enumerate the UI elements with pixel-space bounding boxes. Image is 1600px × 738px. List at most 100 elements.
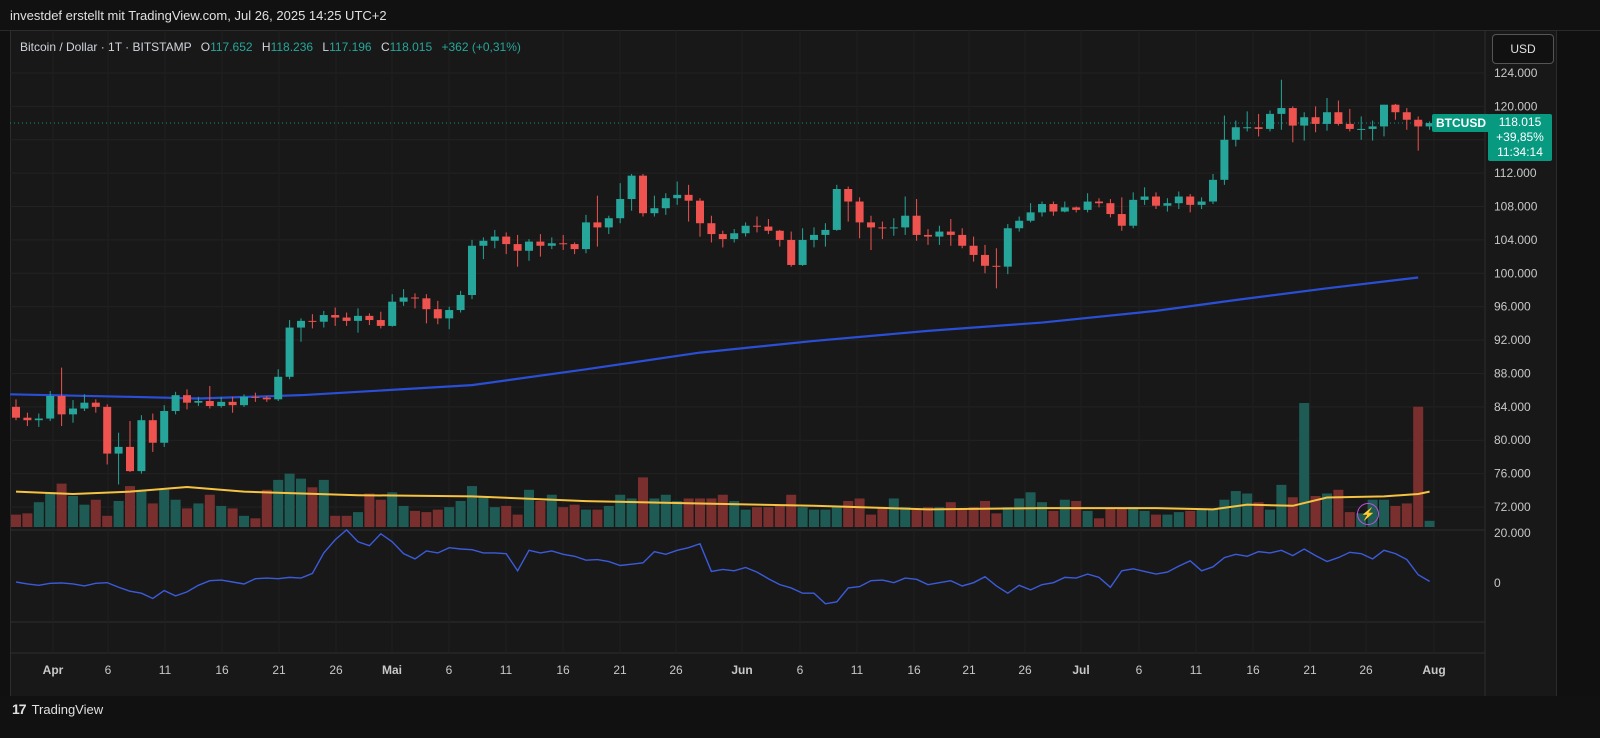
time-tick-label: 21 bbox=[613, 663, 627, 677]
candle-body bbox=[91, 402, 100, 407]
price-tick-label: 72.000 bbox=[1494, 500, 1531, 514]
candle-body bbox=[23, 417, 32, 421]
volume-bar bbox=[854, 498, 865, 527]
volume-bar bbox=[11, 514, 21, 527]
candle-body bbox=[855, 201, 864, 223]
volume-bar bbox=[432, 509, 443, 527]
osc-tick-label: 0 bbox=[1494, 576, 1501, 590]
candle-body bbox=[57, 395, 66, 415]
low-value: 117.196 bbox=[329, 40, 372, 54]
chart-frame[interactable] bbox=[10, 30, 1557, 698]
time-tick-label: 26 bbox=[669, 663, 683, 677]
time-tick-label: 21 bbox=[272, 663, 286, 677]
ticker-badge: BTCUSD bbox=[1432, 114, 1490, 132]
candle-body bbox=[1003, 228, 1012, 267]
last-price: 118.015 bbox=[1498, 115, 1542, 129]
candle-body bbox=[422, 298, 431, 310]
volume-bar bbox=[273, 479, 284, 527]
volume-bar bbox=[1139, 510, 1150, 527]
candle-body bbox=[547, 243, 556, 246]
ohlc-legend: Bitcoin / Dollar · 1T · BITSTAMP O117.65… bbox=[20, 40, 521, 54]
candle-body bbox=[616, 199, 625, 219]
candle-body bbox=[935, 231, 944, 237]
volume-bar bbox=[546, 494, 557, 527]
volume-bar bbox=[1002, 507, 1013, 527]
candle-body bbox=[1414, 119, 1423, 127]
volume-bar bbox=[90, 499, 101, 527]
candle-body bbox=[114, 446, 123, 454]
volume-bar bbox=[1025, 492, 1036, 527]
volume-bar bbox=[444, 507, 455, 527]
candle-body bbox=[924, 234, 932, 237]
footer bbox=[0, 696, 1600, 738]
volume-bar bbox=[79, 504, 90, 527]
time-tick-label: 26 bbox=[329, 663, 343, 677]
candle-body bbox=[627, 175, 636, 200]
volume-bar bbox=[923, 507, 933, 527]
volume-bar bbox=[33, 502, 44, 527]
candle-body bbox=[1209, 179, 1217, 202]
volume-bar bbox=[170, 499, 181, 527]
candle-body bbox=[1186, 196, 1195, 205]
volume-bar bbox=[672, 500, 683, 527]
time-tick-label: 21 bbox=[1303, 663, 1317, 677]
candle-body bbox=[1106, 203, 1115, 215]
candle-body bbox=[1231, 127, 1240, 140]
volume-bar bbox=[467, 486, 477, 527]
candle-body bbox=[285, 327, 294, 377]
price-tick-label: 112.000 bbox=[1494, 166, 1537, 180]
candle-body bbox=[1254, 127, 1263, 129]
candle-body bbox=[639, 175, 647, 214]
candle-body bbox=[183, 395, 191, 403]
candle-body bbox=[1368, 126, 1377, 129]
volume-bar bbox=[489, 507, 500, 527]
tradingview-logo[interactable]: 17 TradingView bbox=[12, 701, 103, 717]
symbol-label[interactable]: Bitcoin / Dollar · 1T · BITSTAMP bbox=[20, 40, 192, 54]
candle-body bbox=[126, 446, 134, 472]
volume-bar bbox=[353, 512, 363, 527]
candle-body bbox=[148, 420, 157, 443]
volume-ma-line bbox=[15, 485, 1430, 511]
volume-bar bbox=[1322, 493, 1332, 527]
volume-bar bbox=[831, 505, 842, 527]
candle-body bbox=[103, 406, 112, 454]
candle-body bbox=[764, 226, 773, 231]
candle-body bbox=[867, 222, 875, 228]
candle-body bbox=[878, 227, 887, 229]
candle-body bbox=[958, 234, 967, 246]
price-tick-label: 100.000 bbox=[1494, 266, 1538, 280]
price-tick-label: 88.000 bbox=[1494, 366, 1531, 380]
volume-bar bbox=[1162, 514, 1173, 527]
volume-bar bbox=[204, 494, 215, 527]
candle-body bbox=[604, 218, 613, 228]
currency-button[interactable]: USD bbox=[1492, 34, 1554, 64]
volume-bar bbox=[592, 509, 603, 527]
time-tick-label: 6 bbox=[797, 663, 804, 677]
candle-body bbox=[821, 229, 830, 235]
bar-countdown: 11:34:14 bbox=[1497, 145, 1543, 159]
volume-bar bbox=[410, 510, 420, 527]
volume-bar bbox=[159, 489, 170, 527]
open-value: 117.652 bbox=[210, 40, 253, 54]
candle-body bbox=[490, 236, 499, 241]
volume-bar bbox=[786, 494, 797, 527]
candle-body bbox=[240, 396, 248, 406]
brand-name: TradingView bbox=[31, 701, 104, 717]
volume-bar bbox=[227, 508, 238, 527]
candle-body bbox=[331, 315, 340, 318]
candle-body bbox=[502, 236, 511, 245]
lightning-icon[interactable]: ⚡ bbox=[1357, 503, 1379, 525]
candle-body bbox=[388, 301, 397, 326]
price-tick-label: 96.000 bbox=[1494, 300, 1531, 314]
price-tick-label: 92.000 bbox=[1494, 333, 1531, 347]
candle-body bbox=[901, 215, 910, 228]
volume-bar bbox=[182, 508, 192, 527]
candle-body bbox=[753, 225, 761, 227]
volume-bar bbox=[113, 500, 124, 527]
candle-body bbox=[1323, 112, 1331, 124]
volume-bar bbox=[968, 507, 979, 527]
volume-bar bbox=[603, 505, 614, 527]
volume-bar bbox=[683, 498, 694, 527]
volume-bar bbox=[1253, 502, 1264, 527]
